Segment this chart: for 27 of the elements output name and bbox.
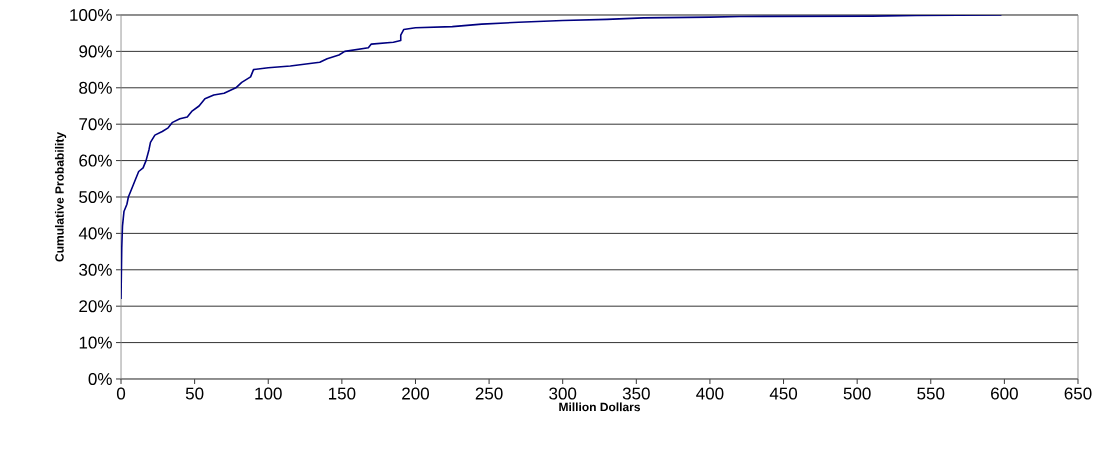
x-tick-label: 450 [769,387,798,400]
y-tick-label: 60% [79,154,112,167]
x-tick-label: 550 [917,387,945,400]
x-tick-label: 150 [328,387,356,400]
y-tick-label: 100% [70,8,112,22]
x-axis-title: Million Dollars [559,402,641,412]
x-tick-label: 650 [1064,387,1092,400]
x-tick-label: 400 [696,387,724,400]
y-tick-label: 70% [79,118,112,131]
x-tick-label: 600 [991,387,1018,400]
y-tick-label: 30% [79,263,112,276]
y-tick-label: 0% [88,372,112,386]
x-tick-label: 300 [549,387,577,400]
x-tick-label: 100 [255,387,282,400]
y-tick-label: 90% [79,45,112,58]
x-tick-label: 500 [843,387,871,400]
x-tick-label: 200 [402,387,429,400]
y-tick-label: 10% [79,336,112,349]
x-tick-label: 350 [622,387,650,400]
x-tick-label: 50 [185,387,204,400]
y-tick-label: 80% [79,81,112,94]
y-tick-label: 40% [78,227,112,240]
x-tick-label: 250 [475,387,503,400]
x-tick-label: 0 [116,387,126,400]
y-tick-label: 50% [79,190,112,204]
y-tick-label: 20% [79,300,112,313]
y-axis-title: Cumulative Probability [54,132,67,262]
